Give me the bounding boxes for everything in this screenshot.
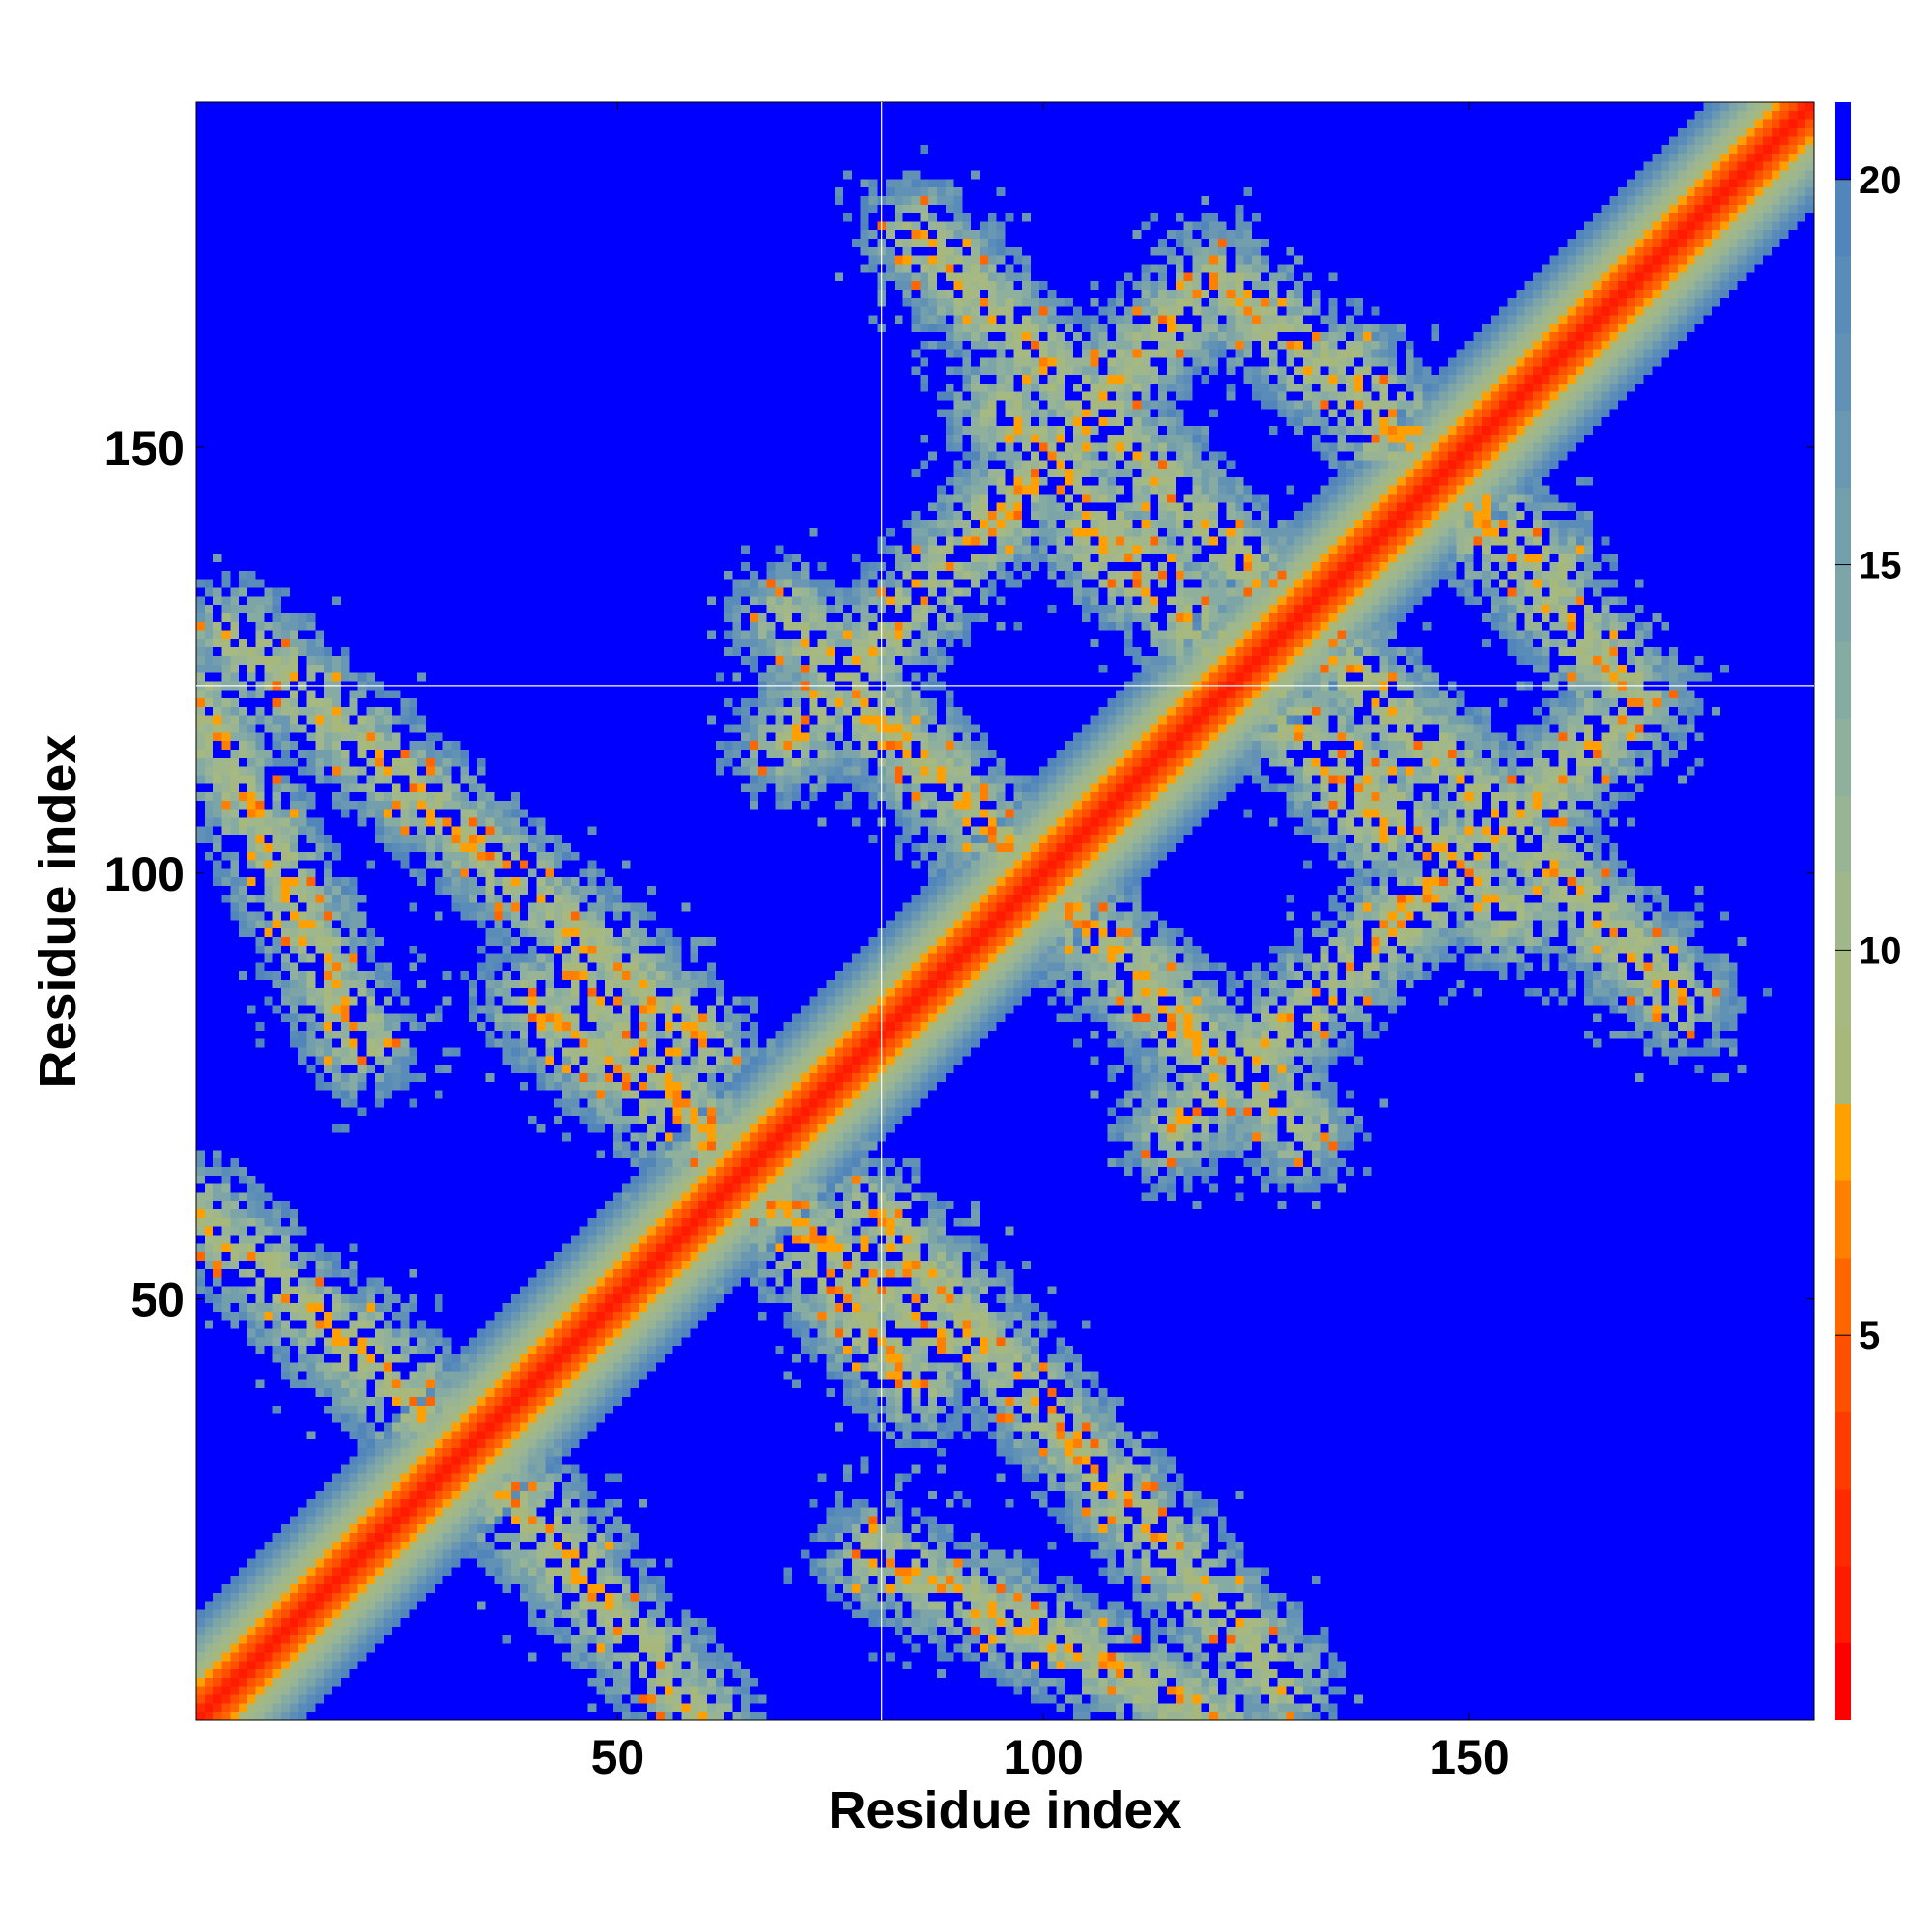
x-tick-label: 150 <box>1429 1730 1509 1784</box>
y-axis-ticks: 50 100 150 <box>104 421 1814 1327</box>
colorbar-tick-label: 5 <box>1859 1315 1880 1357</box>
x-axis-label: Residue index <box>828 1781 1181 1839</box>
colorbar-gradient <box>1835 102 1851 1720</box>
x-axis-ticks: 50 100 150 <box>591 102 1510 1784</box>
x-tick-label: 50 <box>591 1730 645 1784</box>
y-tick-label: 150 <box>104 421 185 475</box>
colorbar-tick-label: 10 <box>1859 929 1902 972</box>
colorbar-tick-label: 15 <box>1859 545 1902 587</box>
y-tick-label: 100 <box>104 847 185 901</box>
colorbar-tick-label: 20 <box>1859 159 1902 202</box>
x-tick-label: 100 <box>1003 1730 1083 1784</box>
plot-frame <box>195 101 1815 1721</box>
y-tick-label: 50 <box>130 1273 185 1327</box>
heatmap-cells <box>196 102 1814 1720</box>
y-axis-label: Residue index <box>29 734 87 1088</box>
colorbar-ticks: 5 10 15 20 <box>1835 159 1902 1357</box>
